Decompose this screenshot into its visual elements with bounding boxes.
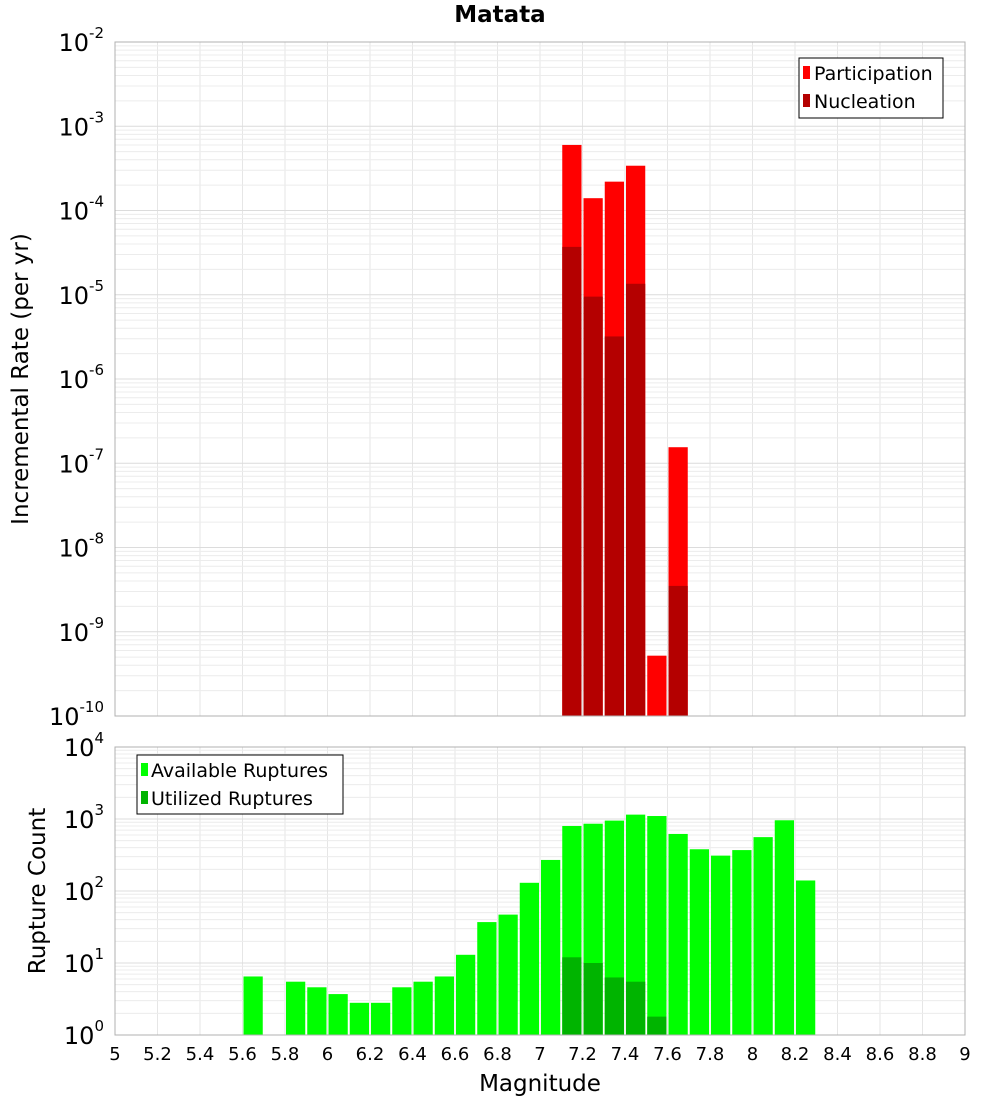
y-tick-label: 102 [64, 873, 104, 906]
x-tick-label: 8.4 [823, 1044, 852, 1065]
bar-available-ruptures [371, 1002, 391, 1035]
bar-available-ruptures [668, 833, 688, 1035]
x-tick-label: 5.4 [186, 1044, 215, 1065]
legend-swatch-participation [803, 66, 810, 79]
y-tick-label: 104 [64, 729, 104, 762]
legend-swatch-available [141, 763, 148, 776]
x-tick-label: 7.6 [653, 1044, 682, 1065]
top-legend: Participation Nucleation [798, 57, 944, 119]
bar-available-ruptures [647, 816, 667, 1035]
bar-participation [647, 655, 667, 716]
bottom-x-ticks: 5 5.2 5.4 5.6 5.8 6 6.2 6.4 6.6 6.8 7 7.2 7.4 7.6 7.8 8… [109, 1044, 970, 1065]
y-tick-label: 101 [64, 945, 104, 978]
bottom-plot-border [114, 746, 966, 1036]
x-tick-label: 6.2 [356, 1044, 385, 1065]
bottom-legend: Available Ruptures Utilized Ruptures [136, 754, 344, 815]
legend-swatch-nucleation [803, 94, 810, 107]
x-tick-label: 9 [959, 1044, 970, 1065]
bar-available-ruptures [392, 987, 412, 1035]
bar-available-ruptures [328, 994, 348, 1035]
bar-available-ruptures [286, 981, 306, 1035]
top-panel: 10-10 10-9 10-8 10-7 10-6 10-5 10-4 10-3 10-2 In… [8, 24, 966, 731]
bar-available-ruptures [689, 849, 709, 1035]
bar-available-ruptures [753, 837, 773, 1035]
x-tick-label: 7 [534, 1044, 545, 1065]
bar-available-ruptures [774, 820, 794, 1035]
top-plot-border [114, 41, 966, 717]
x-tick-label: 7.4 [611, 1044, 640, 1065]
x-tick-label: 6.6 [441, 1044, 470, 1065]
bar-utilized-ruptures [604, 977, 624, 1035]
bar-utilized-ruptures [583, 963, 603, 1035]
top-grid [114, 42, 966, 717]
top-legend-box [798, 57, 944, 119]
y-tick-label: 10-9 [58, 614, 104, 647]
y-tick-label: 10-8 [58, 530, 104, 563]
legend-label-nucleation: Nucleation [814, 91, 916, 113]
bar-nucleation [562, 246, 582, 716]
bar-available-ruptures [519, 882, 539, 1035]
chart-title: Matata [454, 2, 545, 28]
x-tick-label: 7.2 [568, 1044, 597, 1065]
bottom-bars [243, 814, 816, 1035]
bar-available-ruptures [732, 850, 752, 1035]
y-tick-label: 10-4 [58, 193, 104, 226]
x-tick-label: 8 [747, 1044, 758, 1065]
bar-available-ruptures [243, 976, 263, 1035]
x-tick-label: 8.6 [866, 1044, 895, 1065]
bottom-legend-box [136, 754, 344, 815]
bar-available-ruptures [796, 880, 816, 1035]
bar-available-ruptures [541, 859, 561, 1035]
bar-utilized-ruptures [562, 957, 582, 1035]
x-tick-label: 5.8 [271, 1044, 300, 1065]
bottom-y-axis-label: Rupture Count [25, 808, 51, 974]
x-tick-label: 6.8 [483, 1044, 512, 1065]
x-tick-label: 6 [322, 1044, 333, 1065]
y-tick-label: 100 [64, 1017, 104, 1050]
bar-available-ruptures [413, 981, 433, 1035]
top-y-ticks: 10-10 10-9 10-8 10-7 10-6 10-5 10-4 10-3 10-2 [49, 24, 104, 731]
bar-available-ruptures [307, 987, 327, 1035]
bar-utilized-ruptures [626, 981, 646, 1035]
x-tick-label: 5.2 [143, 1044, 172, 1065]
bottom-y-ticks: 100 101 102 103 104 [64, 729, 104, 1050]
x-tick-label: 7.8 [696, 1044, 725, 1065]
legend-label-available: Available Ruptures [151, 760, 328, 782]
legend-swatch-utilized [141, 791, 148, 804]
y-tick-label: 10-2 [58, 24, 104, 57]
bar-nucleation [604, 336, 624, 716]
x-tick-label: 8.8 [908, 1044, 937, 1065]
bar-available-ruptures [434, 976, 454, 1035]
y-tick-label: 10-5 [58, 277, 104, 310]
bottom-panel: 100 101 102 103 104 5 5.2 5.4 5.6 5.8 6 6.2 6.4 6.6 6… [25, 729, 971, 1097]
bar-available-ruptures [711, 855, 731, 1035]
y-tick-label: 10-6 [58, 361, 104, 394]
bar-available-ruptures [477, 922, 497, 1035]
legend-label-participation: Participation [814, 63, 933, 85]
bar-utilized-ruptures [647, 1016, 667, 1035]
x-tick-label: 6.4 [398, 1044, 427, 1065]
y-tick-label: 10-7 [58, 445, 104, 478]
bar-nucleation [626, 283, 646, 716]
y-tick-label: 10-10 [49, 698, 104, 731]
x-axis-label: Magnitude [479, 1071, 601, 1097]
bar-nucleation [668, 585, 688, 716]
x-tick-label: 5.6 [228, 1044, 257, 1065]
bar-available-ruptures [498, 914, 518, 1035]
y-tick-label: 10-3 [58, 108, 104, 141]
top-y-axis-label: Incremental Rate (per yr) [8, 233, 34, 525]
bar-nucleation [583, 296, 603, 716]
bar-available-ruptures [456, 954, 476, 1035]
x-tick-label: 5 [109, 1044, 120, 1065]
bar-available-ruptures [349, 1002, 369, 1035]
legend-label-utilized: Utilized Ruptures [151, 788, 313, 810]
bar-available-ruptures [626, 814, 646, 1035]
x-tick-label: 8.2 [781, 1044, 810, 1065]
y-tick-label: 103 [64, 801, 104, 834]
top-bars [562, 144, 688, 717]
